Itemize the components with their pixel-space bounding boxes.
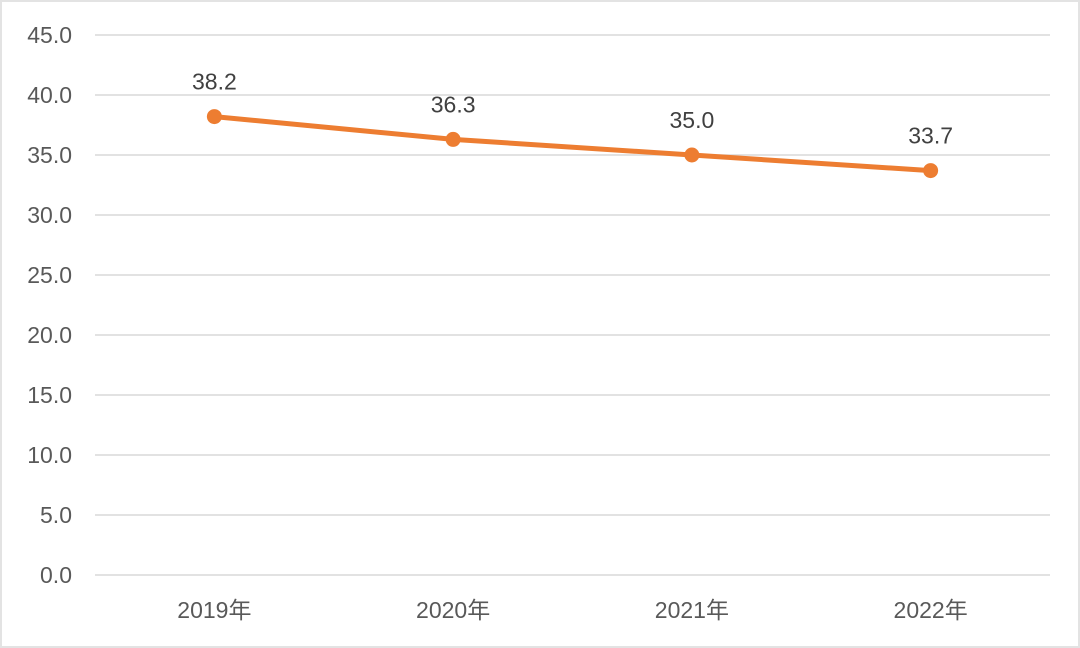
data-point-marker (684, 147, 700, 163)
x-axis-label: 2019年 (177, 597, 251, 623)
y-axis-tick-label: 20.0 (27, 322, 72, 348)
data-point-marker (206, 109, 222, 125)
y-axis-tick-label: 5.0 (40, 502, 72, 528)
data-point-label: 38.2 (192, 69, 237, 95)
data-point-marker (923, 163, 939, 179)
y-axis-tick-label: 45.0 (27, 22, 72, 48)
y-axis-tick-label: 25.0 (27, 262, 72, 288)
data-point-marker (445, 131, 461, 147)
y-axis-tick-label: 0.0 (40, 562, 72, 588)
y-axis-tick-label: 30.0 (27, 202, 72, 228)
x-axis-label: 2021年 (655, 597, 729, 623)
y-axis-tick-label: 35.0 (27, 142, 72, 168)
x-axis-label: 2020年 (416, 597, 490, 623)
y-axis-tick-label: 10.0 (27, 442, 72, 468)
x-axis-label: 2022年 (894, 597, 968, 623)
data-point-label: 33.7 (908, 123, 953, 149)
y-axis-tick-label: 15.0 (27, 382, 72, 408)
y-axis-tick-label: 40.0 (27, 82, 72, 108)
data-line (211, 114, 934, 174)
data-point-label: 36.3 (431, 91, 476, 117)
data-point-label: 35.0 (669, 107, 714, 133)
